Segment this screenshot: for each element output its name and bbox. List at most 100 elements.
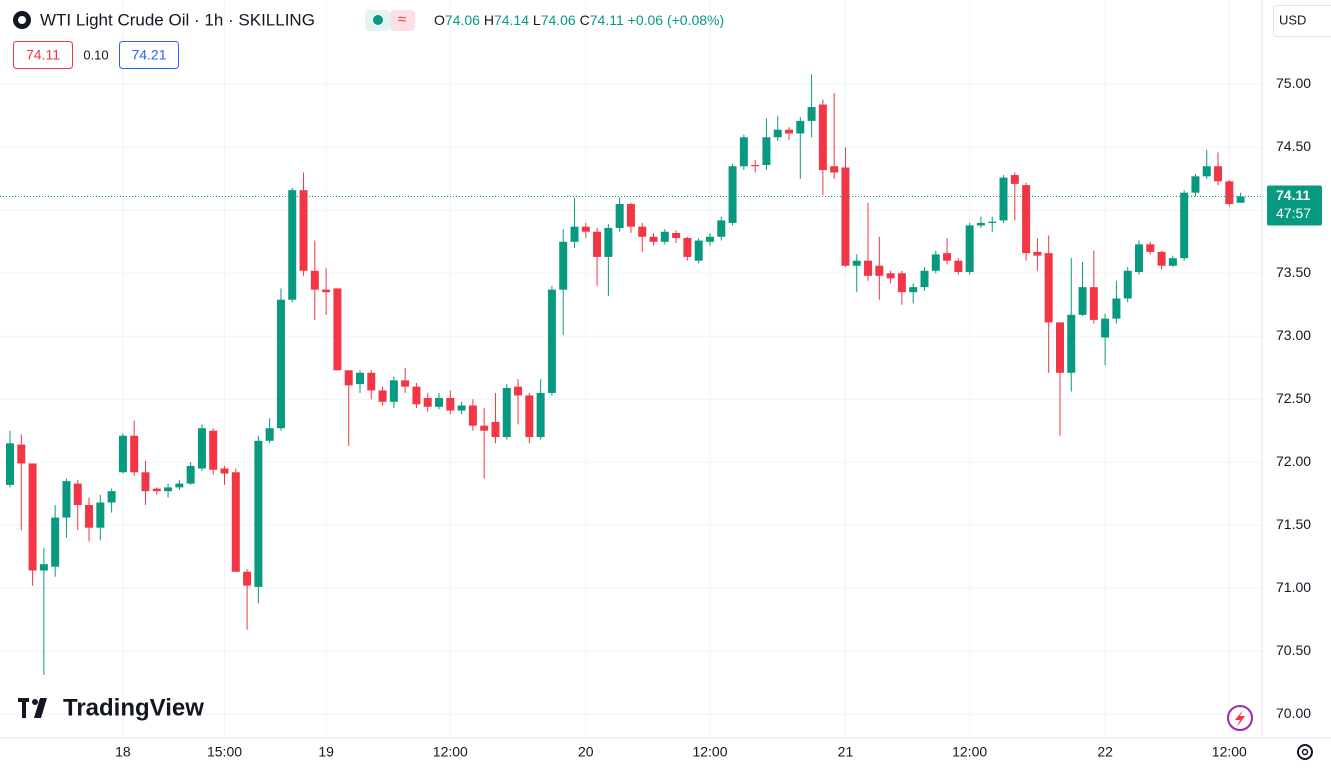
candle-body	[333, 288, 342, 371]
logo-dot	[32, 699, 38, 705]
candle-body	[480, 425, 489, 431]
candle-body	[197, 428, 206, 469]
candle-body	[389, 380, 398, 402]
candle-body	[931, 254, 940, 271]
alert-bolt	[1235, 710, 1245, 727]
candle-body	[796, 120, 805, 134]
candle-body	[864, 260, 873, 276]
candle-body	[220, 468, 229, 474]
candle-body	[875, 265, 884, 276]
candle-body	[525, 395, 534, 438]
candle-body	[186, 465, 195, 484]
candle-body	[468, 405, 477, 426]
candle-body	[299, 190, 308, 271]
settings-icon[interactable]	[1297, 744, 1313, 760]
candle-body	[830, 166, 839, 173]
candle-body	[423, 397, 432, 407]
y-tick-label: 71.50	[1276, 516, 1311, 532]
candle-body	[954, 260, 963, 273]
y-tick-label: 73.50	[1276, 264, 1311, 280]
candle-body	[107, 491, 116, 503]
candle-body	[785, 129, 794, 134]
candle-body	[141, 472, 150, 492]
candle-body	[1225, 181, 1234, 205]
x-tick-label: 12:00	[1212, 744, 1247, 760]
candle-body	[344, 370, 353, 386]
logo-slash	[34, 698, 47, 718]
currency-button[interactable]	[1273, 5, 1331, 37]
last-price-label: 74.11	[1276, 187, 1310, 203]
candle-body	[943, 253, 952, 261]
candle-body	[276, 299, 285, 429]
open-label: O	[434, 12, 445, 28]
candle-body	[1055, 322, 1064, 373]
x-tick-label: 19	[318, 744, 334, 760]
candle-body	[762, 137, 771, 165]
logo-stem	[22, 698, 26, 718]
candle-body	[1157, 251, 1166, 266]
low-label: L	[533, 12, 541, 28]
y-tick-label: 75.00	[1276, 75, 1311, 91]
candle-body	[1101, 318, 1110, 338]
x-tick-label: 22	[1097, 744, 1113, 760]
candle-body	[559, 241, 568, 290]
candle-body	[73, 483, 82, 506]
candle-body	[288, 190, 297, 300]
candle-body	[1191, 176, 1200, 193]
candle-body	[728, 166, 737, 223]
y-tick-label: 72.00	[1276, 453, 1311, 469]
candle-body	[1067, 314, 1076, 373]
candle-body	[694, 240, 703, 261]
candle-body	[999, 177, 1008, 221]
candle-body	[51, 517, 60, 567]
candle-body	[1022, 185, 1031, 254]
delay-badge[interactable]	[390, 10, 415, 31]
candle-body	[322, 289, 331, 293]
x-tick-label: 15:00	[207, 744, 242, 760]
candle-body	[626, 204, 635, 227]
candle-body	[514, 386, 523, 396]
candle-body	[96, 502, 105, 528]
candle-body	[1044, 253, 1053, 323]
candle-body	[638, 226, 647, 237]
candle-body	[17, 444, 26, 464]
candle-body	[355, 372, 364, 385]
sell-button[interactable]	[13, 41, 73, 69]
candle-body	[62, 481, 71, 518]
candle-body	[446, 397, 455, 411]
candle-body	[412, 386, 421, 405]
candle-body	[1214, 166, 1223, 182]
low-value: 74.06	[541, 12, 576, 28]
candle-body	[254, 440, 263, 587]
symbol-title[interactable]: WTI Light Crude Oil · 1h · SKILLING	[40, 10, 315, 29]
candle-body	[1123, 270, 1132, 299]
candles	[6, 74, 1245, 676]
candle-body	[683, 238, 692, 257]
candle-body	[1146, 244, 1155, 252]
high-value: 74.14	[494, 12, 529, 28]
x-tick-label: 12:00	[433, 744, 468, 760]
candle-body	[457, 405, 466, 411]
brand-logo[interactable]: TradingView	[18, 694, 204, 721]
candle-body	[1236, 196, 1245, 203]
candle-body	[897, 273, 906, 293]
candle-body	[988, 221, 997, 223]
countdown: 47:57	[1276, 205, 1311, 221]
last-price-box	[1267, 185, 1322, 226]
candle-body	[705, 236, 714, 242]
ask-price: 74.21	[131, 47, 166, 63]
x-tick-label: 21	[838, 744, 854, 760]
y-tick-label: 70.50	[1276, 642, 1311, 658]
candle-body	[1089, 287, 1098, 320]
candle-body	[6, 443, 14, 485]
candle-body	[164, 487, 173, 492]
y-tick-label: 74.50	[1276, 138, 1311, 154]
candle-body	[435, 397, 444, 407]
candle-body	[502, 387, 511, 438]
candle-body	[920, 270, 929, 288]
buy-button[interactable]	[119, 41, 179, 69]
y-tick-label: 70.00	[1276, 705, 1311, 721]
y-tick-label: 72.50	[1276, 390, 1311, 406]
candle-body	[660, 231, 669, 242]
